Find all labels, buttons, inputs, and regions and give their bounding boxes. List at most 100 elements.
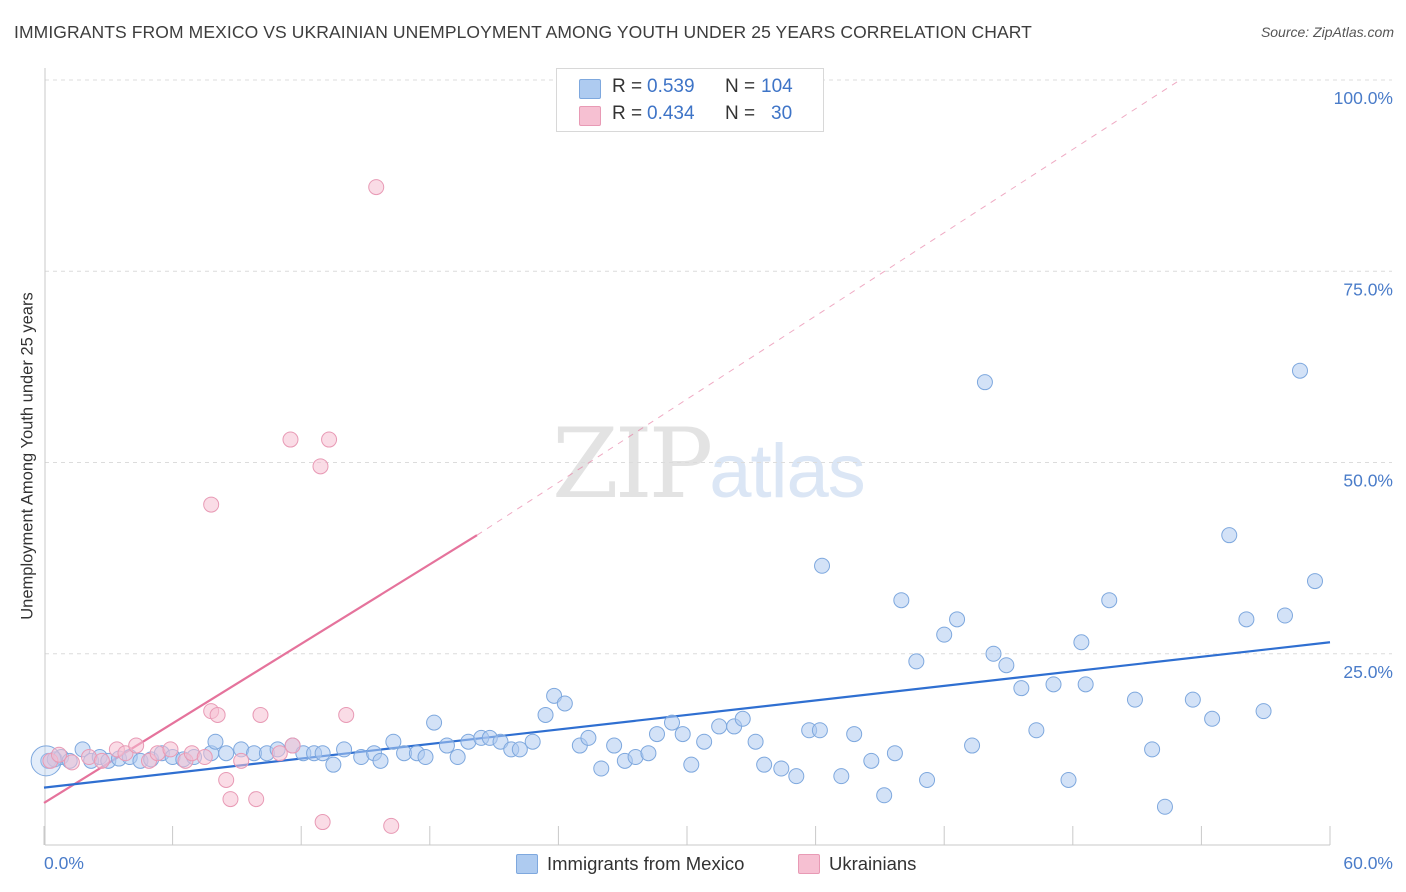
mexico-point xyxy=(936,626,953,643)
mexico-point xyxy=(1013,680,1030,697)
mexico-point xyxy=(556,695,573,712)
series-mexico-points xyxy=(30,362,1323,815)
ukrainians-point xyxy=(209,706,226,723)
mexico-point xyxy=(1073,634,1090,651)
ukrainians-trend-extension xyxy=(476,79,1181,536)
mexico-point xyxy=(1060,771,1077,788)
mexico-point xyxy=(207,733,224,750)
mexico-point xyxy=(1184,691,1201,708)
mexico-point xyxy=(417,749,434,766)
mexico-point xyxy=(734,710,751,727)
mexico-point xyxy=(1276,607,1293,624)
mexico-point xyxy=(696,733,713,750)
axes xyxy=(43,68,1331,846)
legend-mexico-label: Immigrants from Mexico xyxy=(547,853,745,874)
mexico-trend-line xyxy=(43,641,1331,789)
watermark-atlas: atlas xyxy=(709,429,866,514)
y-axis-label: Unemployment Among Youth under 25 years xyxy=(18,292,37,620)
mexico-point xyxy=(811,722,828,739)
mexico-point xyxy=(711,718,728,735)
ukrainians-point xyxy=(312,458,329,475)
mexico-point xyxy=(580,729,597,746)
mexico-point xyxy=(985,645,1002,662)
mexico-point xyxy=(833,768,850,785)
mexico-point xyxy=(674,726,691,743)
mexico-point xyxy=(426,714,443,731)
ukrainians-point xyxy=(252,706,269,723)
mexico-point xyxy=(756,756,773,773)
r-label: R = xyxy=(612,103,643,124)
mexico-point xyxy=(1255,703,1272,720)
ukrainians-point xyxy=(284,737,301,754)
mexico-point xyxy=(976,374,993,391)
mexico-point xyxy=(1238,611,1255,628)
ukrainians-point xyxy=(196,749,213,766)
ukrainians-point xyxy=(383,817,400,834)
r-label: R = xyxy=(612,76,643,97)
tick-labels: 25.0% 50.0% 75.0% 100.0% 0.0% 60.0% xyxy=(44,88,1393,873)
mexico-point xyxy=(1126,691,1143,708)
ukrainians-point xyxy=(321,431,338,448)
ukrainians-point xyxy=(368,179,385,196)
mexico-n-value: 104 xyxy=(761,76,793,97)
mexico-point xyxy=(663,714,680,731)
mexico-swatch xyxy=(579,79,601,99)
watermark-zip: ZIP xyxy=(552,408,713,520)
mexico-point xyxy=(438,737,455,754)
ukrainians-point xyxy=(51,746,68,763)
mexico-point xyxy=(1221,527,1238,544)
ukrainians-point xyxy=(282,431,299,448)
ukrainians-point xyxy=(248,791,265,808)
legend-ukrainians-swatch xyxy=(798,854,820,874)
mexico-point xyxy=(314,745,331,762)
ukrainians-point xyxy=(162,741,179,758)
mexico-point xyxy=(593,760,610,777)
ukrainians-point xyxy=(233,752,250,769)
mexico-point xyxy=(511,741,528,758)
mexico-point xyxy=(788,768,805,785)
mexico-point xyxy=(876,787,893,804)
mexico-point xyxy=(998,657,1015,674)
ukrainians-point xyxy=(218,771,235,788)
mexico-point xyxy=(683,756,700,773)
source-credit: Source: ZipAtlas.com xyxy=(1260,24,1394,40)
ukrainians-n-value: 30 xyxy=(771,103,793,124)
mexico-point xyxy=(964,737,981,754)
mexico-point xyxy=(1101,592,1118,609)
mexico-point xyxy=(919,771,936,788)
mexico-point xyxy=(648,726,665,743)
ukrainians-swatch xyxy=(579,106,601,126)
mexico-point xyxy=(1144,741,1161,758)
ukrainians-point xyxy=(203,496,220,513)
mexico-point xyxy=(336,741,353,758)
mexico-point xyxy=(1045,676,1062,693)
mexico-point xyxy=(908,653,925,670)
mexico-point xyxy=(1028,722,1045,739)
x-tick-label-min: 0.0% xyxy=(44,853,84,873)
y-tick-label: 75.0% xyxy=(1343,279,1393,299)
mexico-point xyxy=(385,733,402,750)
mexico-point xyxy=(893,592,910,609)
mexico-point xyxy=(218,745,235,762)
watermark: ZIPatlas xyxy=(552,408,866,520)
ukrainians-point xyxy=(338,706,355,723)
mexico-point xyxy=(949,611,966,628)
y-tick-label: 25.0% xyxy=(1343,662,1393,682)
mexico-point xyxy=(372,752,389,769)
mexico-point xyxy=(1156,798,1173,815)
mexico-point xyxy=(846,726,863,743)
mexico-point xyxy=(1204,710,1221,727)
ukrainians-point xyxy=(63,754,80,771)
y-tick-label: 50.0% xyxy=(1343,471,1393,491)
legend-mexico-swatch xyxy=(516,854,538,874)
n-label: N = xyxy=(725,103,756,124)
mexico-point xyxy=(606,737,623,754)
mexico-point xyxy=(814,557,831,574)
series-ukrainians-points xyxy=(42,179,400,834)
ukrainians-point xyxy=(222,791,239,808)
mexico-point xyxy=(449,749,466,766)
mexico-point xyxy=(537,706,554,723)
mexico-point xyxy=(773,760,790,777)
mexico-point xyxy=(1291,362,1308,379)
